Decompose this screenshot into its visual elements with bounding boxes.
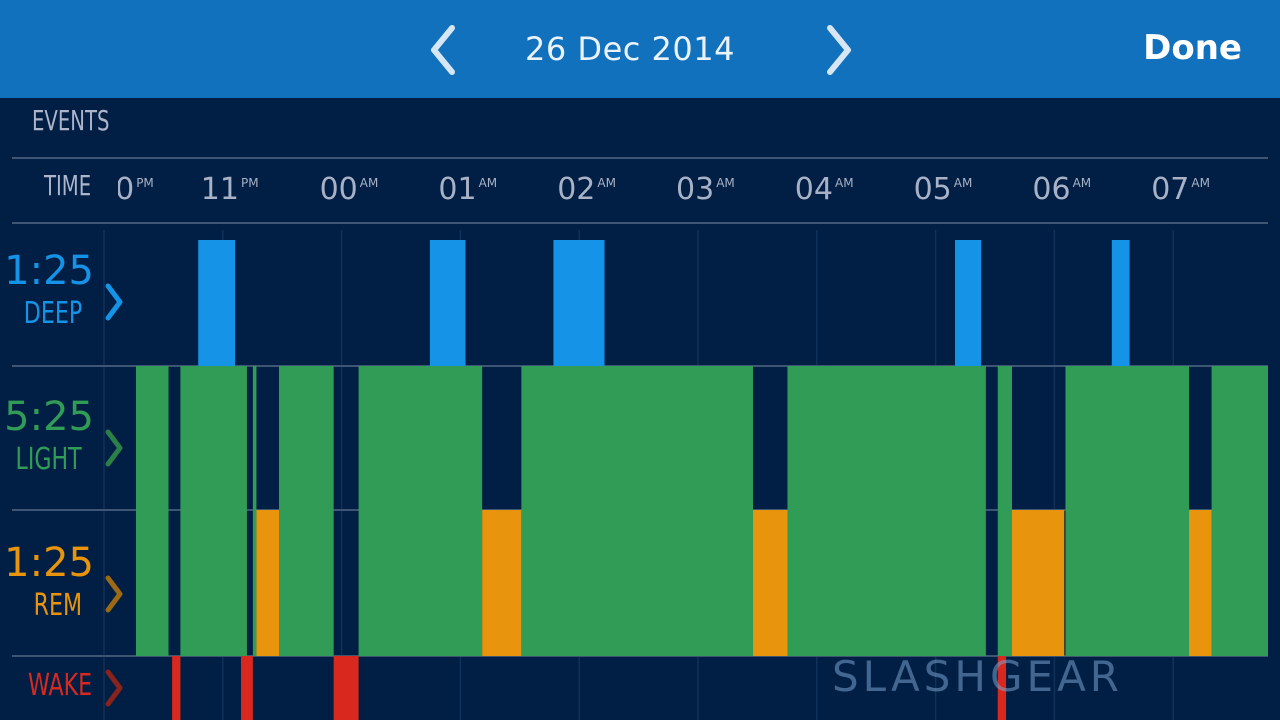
time-tick: 01 AM <box>438 172 497 207</box>
stage-light[interactable]: 5:25 LIGHT <box>0 394 128 480</box>
stage-deep[interactable]: 1:25 DEEP <box>0 248 128 334</box>
prev-date-button[interactable] <box>426 24 460 76</box>
time-tick-hour: 04 <box>794 172 833 207</box>
header-bar <box>0 0 1280 98</box>
time-tick: 03 AM <box>676 172 735 207</box>
time-tick: 00 AM <box>320 172 379 207</box>
deep-segment <box>429 240 466 366</box>
light-segment <box>180 366 247 656</box>
light-segment <box>997 366 1013 656</box>
light-segment <box>1065 366 1190 656</box>
light-duration: 5:25 <box>4 394 94 440</box>
chevron-right-icon <box>105 429 123 467</box>
chevron-right-icon <box>105 283 123 321</box>
light-segment <box>252 366 257 656</box>
deep-duration: 1:25 <box>4 248 94 294</box>
deep-segment <box>198 240 236 366</box>
wake-segment <box>172 656 181 720</box>
next-date-button[interactable] <box>822 24 856 76</box>
time-tick-hour: 01 <box>438 172 477 207</box>
time-tick-hour: 02 <box>557 172 596 207</box>
time-tick-hour: 00 <box>319 172 358 207</box>
time-tick-hour: 06 <box>1032 172 1071 207</box>
time-row-label: TIME <box>44 169 92 202</box>
chevron-left-icon <box>431 25 455 75</box>
time-tick-hour: 10 <box>96 172 135 207</box>
light-segment <box>521 366 754 656</box>
done-button[interactable]: Done <box>1143 28 1242 68</box>
time-tick: 02 AM <box>557 172 616 207</box>
rem-segment <box>256 510 280 656</box>
rem-duration: 1:25 <box>4 540 94 586</box>
time-tick-hour: 03 <box>676 172 715 207</box>
time-tick: 07 AM <box>1151 172 1210 207</box>
rem-segment <box>482 510 522 656</box>
time-tick-ampm: PM <box>240 176 259 190</box>
light-segment <box>1211 366 1268 656</box>
deep-segment <box>1111 240 1130 366</box>
time-tick: 05 AM <box>914 172 973 207</box>
divider <box>12 222 1268 224</box>
date-title: 26 Dec 2014 <box>525 30 735 68</box>
time-tick: 10 PM <box>96 172 154 207</box>
light-segment <box>279 366 334 656</box>
chevron-right-icon <box>827 25 851 75</box>
wake-segment <box>240 656 253 720</box>
time-tick: 06 AM <box>1032 172 1091 207</box>
wake-segment <box>333 656 359 720</box>
light-label: LIGHT <box>15 442 82 477</box>
time-tick-ampm: AM <box>953 176 973 190</box>
time-tick-hour: 07 <box>1151 172 1190 207</box>
time-tick-hour: 11 <box>200 172 239 207</box>
light-segment <box>787 366 986 656</box>
rem-segment <box>1189 510 1212 656</box>
wake-label: WAKE <box>28 668 93 703</box>
time-tick-ampm: PM <box>136 176 154 190</box>
time-tick-ampm: AM <box>1072 176 1092 190</box>
time-tick-ampm: AM <box>597 176 616 190</box>
light-segment <box>136 366 169 656</box>
events-row-label: EVENTS <box>32 104 110 137</box>
deep-segment <box>954 240 982 366</box>
time-tick: 04 AM <box>795 172 854 207</box>
light-segment <box>358 366 483 656</box>
wake-segment <box>997 656 1007 720</box>
time-tick-hour: 05 <box>913 172 952 207</box>
rem-segment <box>753 510 788 656</box>
time-tick-ampm: AM <box>716 176 735 190</box>
deep-label: DEEP <box>23 296 82 331</box>
time-tick: 11 PM <box>201 172 259 207</box>
time-tick-ampm: AM <box>834 176 854 190</box>
time-tick-ampm: AM <box>359 176 379 190</box>
stage-rem[interactable]: 1:25 REM <box>0 540 128 626</box>
time-tick-ampm: AM <box>1191 176 1210 190</box>
time-tick-ampm: AM <box>478 176 498 190</box>
rem-label: REM <box>33 588 82 623</box>
deep-segment <box>553 240 605 366</box>
rem-segment <box>1012 510 1065 656</box>
divider <box>12 157 1268 159</box>
chevron-right-icon <box>105 575 123 613</box>
chevron-right-icon[interactable] <box>102 668 126 708</box>
